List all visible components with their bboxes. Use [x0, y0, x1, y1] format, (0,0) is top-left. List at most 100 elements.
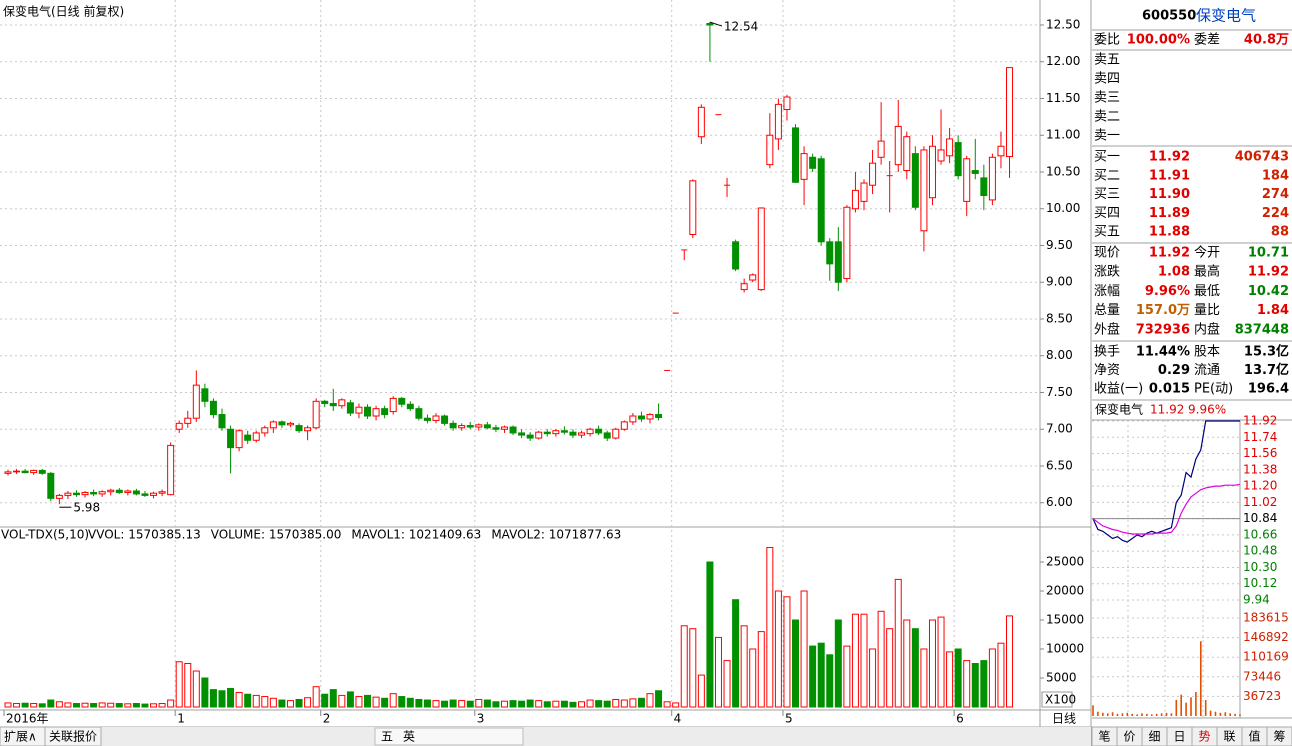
tab-label[interactable]: 日	[1173, 730, 1185, 744]
candle-body	[749, 274, 757, 281]
tab-label[interactable]: 细	[1148, 730, 1160, 744]
candle-body	[817, 158, 825, 243]
fin-value: 196.4	[1248, 382, 1289, 397]
y-tick-label: 8.00	[1046, 348, 1073, 362]
volume-bar	[569, 701, 577, 708]
tab-label[interactable]: 值	[1248, 729, 1260, 744]
candle-body	[740, 283, 748, 291]
candle-body	[954, 142, 962, 177]
buy-volume: 406743	[1235, 150, 1289, 165]
mini-volume-bar	[1214, 711, 1217, 716]
volume-bar	[492, 701, 500, 708]
volume-bar	[415, 698, 423, 708]
volume-bar	[869, 648, 877, 708]
tab[interactable]	[1266, 726, 1292, 746]
candle-body	[792, 127, 800, 183]
tab-label[interactable]: 联	[1223, 730, 1235, 744]
volume-bar	[475, 698, 483, 708]
candle-body	[406, 403, 414, 410]
candle-body	[381, 408, 389, 416]
stat-label: 外盘	[1094, 321, 1120, 337]
unit-box	[1041, 691, 1073, 708]
candle-body	[329, 403, 337, 407]
candle-body	[124, 490, 132, 493]
tool-icon[interactable]: 英	[403, 730, 415, 744]
mini-price: 11.92	[1150, 403, 1184, 417]
candle-body	[869, 162, 877, 186]
candle-body	[167, 444, 175, 496]
stat-value: 11.92	[1248, 265, 1289, 280]
candle-body	[13, 470, 21, 473]
mini-volume-bar	[1097, 711, 1099, 716]
volume-bar	[406, 697, 414, 708]
volume-bar	[500, 700, 508, 708]
sell-label: 卖一	[1094, 129, 1120, 144]
tab-label[interactable]: 势	[1198, 730, 1210, 744]
sell-label: 卖二	[1094, 110, 1120, 125]
volume-bar	[72, 703, 80, 708]
y-tick-label: 12.00	[1046, 54, 1080, 68]
stat-value: 732936	[1136, 322, 1190, 337]
volume-bar	[64, 702, 72, 708]
volume-bar	[612, 698, 620, 708]
volume-bar	[261, 696, 269, 708]
mini-volume-bar	[1170, 713, 1173, 716]
ratio-label: 委比	[1094, 33, 1120, 48]
mini-volume-bar	[1121, 713, 1124, 716]
candle-body	[603, 432, 611, 439]
volume-bar	[928, 619, 936, 708]
buy-price: 11.91	[1149, 168, 1190, 183]
candle-body	[706, 23, 714, 26]
volume-bar	[30, 703, 38, 708]
volume-bar	[98, 702, 106, 708]
volume-bar	[252, 694, 260, 708]
volume-bar	[620, 699, 628, 708]
volume-bar	[13, 703, 21, 708]
volume-bar	[107, 702, 115, 708]
volume-bar	[235, 692, 243, 708]
candle-body	[894, 125, 902, 166]
sell-label: 卖三	[1094, 91, 1120, 106]
volume-bar	[21, 702, 29, 708]
volume-bar	[201, 677, 209, 708]
candle-body	[372, 408, 380, 417]
mini-volume-bar	[1165, 712, 1168, 716]
volume-bar	[894, 578, 902, 708]
buy-volume: 184	[1262, 168, 1289, 183]
mini-volume-bar	[1106, 713, 1109, 716]
mini-price-tick: 10.84	[1243, 511, 1277, 525]
volume-bar	[946, 651, 954, 708]
mini-volume-bar	[1185, 702, 1187, 716]
toolbar-button[interactable]	[44, 726, 102, 746]
period-label[interactable]: 日线	[1052, 712, 1076, 726]
volume-bar	[766, 547, 774, 708]
tab-label[interactable]: 筹	[1273, 730, 1285, 744]
candle-body	[449, 422, 457, 429]
tab-label[interactable]: 价	[1123, 730, 1135, 744]
candle-body	[458, 425, 466, 429]
candle-body	[475, 424, 483, 428]
volume-bar	[740, 625, 748, 708]
volume-bar	[338, 694, 346, 708]
tab-label[interactable]: 笔	[1098, 729, 1110, 744]
toolbar-button-label[interactable]: 关联报价	[49, 729, 97, 744]
mini-price-tick: 11.20	[1243, 479, 1277, 493]
x-tick-label: 6	[956, 712, 964, 726]
tool-icon[interactable]: 五	[381, 730, 393, 744]
volume-bar	[81, 702, 89, 708]
volume-bar	[304, 697, 312, 708]
volume-bar	[227, 687, 235, 708]
candle-body	[971, 170, 979, 174]
toolbar-button-label[interactable]: 扩展∧	[4, 730, 37, 744]
fin-value: 0.015	[1149, 382, 1190, 397]
candle-body	[860, 182, 868, 202]
candle-body	[227, 428, 235, 449]
volume-bar	[167, 699, 175, 708]
volume-bar	[372, 696, 380, 708]
volume-bar	[55, 701, 63, 708]
buy-volume: 274	[1262, 187, 1289, 202]
candle-body	[595, 428, 603, 434]
y-tick-label: 9.50	[1046, 238, 1073, 252]
candle-body	[526, 434, 534, 439]
candle-body	[81, 491, 89, 496]
